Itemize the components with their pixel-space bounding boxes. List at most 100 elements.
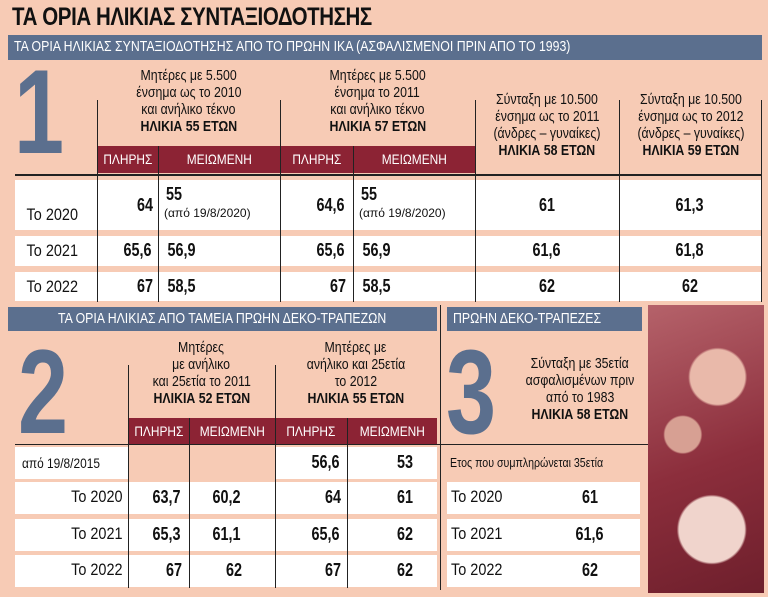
s2-group-1-header: Μητέρες με ανήλικο και 25ετία το 2011 ΗΛΙΚΙ… [152,340,251,407]
s1-cell: 64 [136,195,153,215]
s1-cell: 55 [361,184,378,204]
s1-cell: 58,5 [362,276,391,296]
s1-cell: 67 [136,276,153,296]
s2-cell: 64 [324,487,341,507]
s1-cell: 56,9 [362,240,391,260]
s1-group-4-header: Σύνταξη με 10.500 ένσημα ως το 2012 (άνδρε… [636,92,745,159]
s2-cell: 61 [396,487,413,507]
s2-row-band [15,447,128,479]
s3-row-band [447,482,640,514]
s1-cell: 65,6 [316,240,345,260]
s2-cell: 63,7 [152,487,181,507]
divider [275,365,276,588]
s2-row-label: Το 2022 [71,560,123,579]
s1-row-label: Το 2021 [26,241,78,260]
s1-cell: 58,5 [167,276,196,296]
section3-number: 3 [446,325,497,459]
s2-cell: 67 [324,560,341,580]
s3-cell: 62 [581,560,599,580]
s3-row-label: Το 2022 [451,560,503,579]
s3-row-label: Το 2021 [451,524,503,543]
s3-row-band [447,555,640,587]
s3-header: Σύνταξη με 35ετία ασφαλισμένων πριν από το… [525,356,635,423]
s1-sub-reduced-1: ΜΕΙΩΜΕΝΗ [186,151,252,167]
divider [158,146,159,302]
divider [347,418,348,588]
s2-sub-reduced-2: ΜΕΙΩΜΕΝΗ [359,423,425,439]
s2-sub-full-2: ΠΛΗΡΗΣ [286,423,336,439]
s2-cell: 53 [396,452,413,472]
pensioners-photo [648,305,764,593]
section2-number: 2 [18,325,69,459]
s1-row-label: Το 2022 [26,277,78,296]
s2-cell: 62 [225,560,242,580]
s3-cell: 61,6 [575,524,605,544]
s1-row-band [15,272,762,301]
divider [15,444,762,445]
divider [97,100,98,302]
s1-cell: 65,6 [123,240,152,260]
s1-row-label: Το 2020 [26,205,78,224]
s2-row-band [15,482,437,514]
s2-cell: 62 [396,560,413,580]
s2-row-label: από 19/8/2015 [22,455,100,471]
divider [280,100,281,302]
s1-cell: 61 [538,195,556,215]
divider [619,100,620,302]
s1-group-3-header: Σύνταξη με 10.500 ένσημα ως το 2011 (άνδρε… [493,92,601,159]
s2-cell: 65,3 [152,524,181,544]
s2-row-label: Το 2021 [71,524,123,543]
page-title: ΤΑ ΟΡΙΑ ΗΛΙΚΙΑΣ ΣΥΝΤΑΞΙΟΔΟΤΗΣΗΣ [12,3,372,31]
s2-row-band [15,555,437,587]
s1-cell: 62 [538,276,556,296]
divider [128,365,129,588]
s2-cell: 60,2 [212,487,241,507]
s2-row-label: Το 2020 [71,487,123,506]
divider [353,146,354,302]
section1-number: 1 [14,45,65,179]
s2-cell: 62 [396,524,413,544]
s3-cell: 61 [581,487,599,507]
s1-cell: 64,6 [316,195,345,215]
divider [475,100,476,302]
divider [189,418,190,588]
divider [761,100,762,302]
s1-row-band [15,236,762,266]
section2-banner: ΤΑ ΟΡΙΑ ΗΛΙΚΙΑΣ ΑΠΟ ΤΑΜΕΙΑ ΠΡΩΗΝ ΔΕΚΟ-ΤΡ… [8,307,437,331]
s1-note: (από 19/8/2020) [164,206,251,220]
s1-cell: 55 [166,184,183,204]
divider [15,174,762,176]
s3-caption: Ετος που συμπληρώνεται 35ετία [450,456,604,470]
s2-cell: 67 [165,560,182,580]
s2-row-band [15,519,437,551]
s1-cell: 61,6 [532,240,562,260]
section1-banner-text: ΤΑ ΟΡΙΑ ΗΛΙΚΙΑΣ ΣΥΝΤΑΞΙΟΔΟΤΗΣΗΣ ΑΠΟ ΤΟ Π… [14,38,571,55]
s1-group-1-header: Μητέρες με 5.500 ένσημα ως το 2010 και ανή… [135,68,242,135]
s2-group-2-header: Μητέρες με ανήλικο και 25ετία το 2012 ΗΛΙΚΙ… [306,340,405,407]
s1-group-2-header: Μητέρες με 5.500 ένσημα το 2011 και ανήλικ… [329,68,426,135]
section2-banner-text: ΤΑ ΟΡΙΑ ΗΛΙΚΙΑΣ ΑΠΟ ΤΑΜΕΙΑ ΠΡΩΗΝ ΔΕΚΟ-ΤΡ… [58,310,387,327]
s3-row-label: Το 2020 [451,487,503,506]
s2-cell: 61,1 [212,524,241,544]
s1-cell: 56,9 [167,240,196,260]
s1-sub-full-2: ΠΛΗΡΗΣ [291,151,342,167]
s1-cell: 62 [681,276,699,296]
s2-sub-reduced-1: ΜΕΙΩΜΕΝΗ [199,423,265,439]
s1-cell: 67 [329,276,346,296]
s1-sub-reduced-2: ΜΕΙΩΜΕΝΗ [381,151,447,167]
section3-banner-text: ΠΡΩΗΝ ΔΕΚΟ-ΤΡΑΠΕΖΕΣ [453,310,602,327]
section1-banner: ΤΑ ΟΡΙΑ ΗΛΙΚΙΑΣ ΣΥΝΤΑΞΙΟΔΟΤΗΣΗΣ ΑΠΟ ΤΟ Π… [8,35,762,60]
s1-row-band [15,180,762,230]
divider [440,305,441,590]
s3-row-band [447,519,640,551]
s2-cell: 56,6 [311,452,340,472]
s1-cell: 61,8 [675,240,705,260]
s1-note: (από 19/8/2020) [359,206,446,220]
s1-sub-full-1: ΠΛΗΡΗΣ [102,151,153,167]
s1-cell: 61,3 [675,195,705,215]
section3-banner: ΠΡΩΗΝ ΔΕΚΟ-ΤΡΑΠΕΖΕΣ [447,307,642,331]
s2-cell: 65,6 [311,524,340,544]
s2-row-band [275,447,437,479]
s1-subheader-bar [97,146,475,173]
